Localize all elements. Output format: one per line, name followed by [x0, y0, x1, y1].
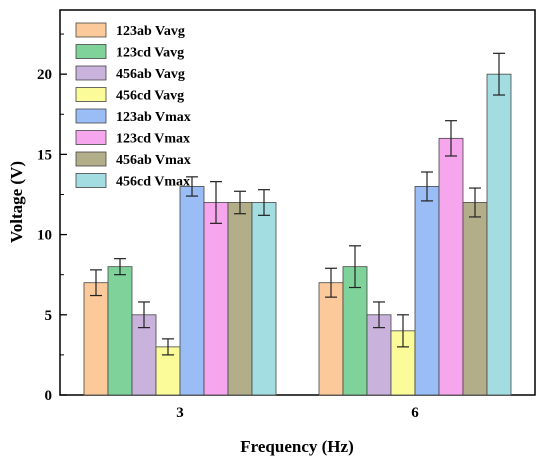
y-tick-label-1: 5 — [45, 308, 53, 324]
legend-label-0: 123ab Vavg — [116, 24, 185, 39]
legend-swatch-2 — [75, 65, 107, 81]
bar-456ab-vmax-3 — [227, 202, 253, 396]
error-bar-group — [90, 52, 505, 356]
plot-frame — [59, 9, 536, 396]
bar-123cd-vmax-6 — [438, 137, 464, 396]
bar-123ab-vmax-6 — [414, 186, 440, 396]
bar-123ab-vavg-3 — [83, 282, 109, 396]
legend-label-2: 456ab Vavg — [116, 67, 185, 82]
bar-123ab-vmax-3 — [179, 186, 205, 396]
x-tick-label-1: 6 — [411, 405, 419, 421]
y-tick-label-3: 15 — [37, 147, 52, 163]
legend-label-5: 123cd Vmax — [116, 132, 190, 147]
y-tick-label-2: 10 — [37, 228, 52, 244]
legend-swatch-5 — [75, 130, 107, 145]
bar-123cd-vmax-3 — [203, 202, 229, 396]
bar-group — [83, 73, 512, 396]
legend-swatch-6 — [75, 151, 107, 167]
legend-label-3: 456cd Vavg — [116, 89, 184, 104]
bar-456cd-vmax-6 — [486, 73, 512, 396]
bar-123ab-vavg-6 — [318, 282, 344, 396]
y-tick-label-0: 0 — [45, 388, 53, 404]
legend-swatch-0 — [75, 22, 107, 38]
y-axis-ticks: 0 5 10 15 20 — [37, 33, 67, 404]
legend-label-6: 456ab Vmax — [116, 153, 191, 168]
y-tick-label-4: 20 — [37, 67, 52, 83]
bar-123cd-vavg-3 — [107, 266, 133, 396]
x-axis-title: Frequency (Hz) — [240, 437, 353, 456]
legend-swatch-7 — [75, 173, 107, 188]
legend-label-4: 123ab Vmax — [116, 110, 191, 125]
legend-swatch-1 — [75, 44, 107, 59]
legend-swatch-3 — [75, 87, 107, 102]
bar-456ab-vmax-6 — [462, 202, 488, 396]
bar-456cd-vmax-3 — [251, 202, 277, 396]
legend-label-7: 456cd Vmax — [116, 175, 190, 190]
x-tick-label-0: 3 — [176, 405, 184, 421]
y-axis-title: Voltage (V) — [7, 161, 26, 243]
legend-swatch-4 — [75, 108, 107, 124]
legend: 123ab Vavg 123cd Vavg 456ab Vavg 456cd Vavg… — [75, 22, 191, 190]
legend-label-1: 123cd Vavg — [116, 46, 184, 61]
